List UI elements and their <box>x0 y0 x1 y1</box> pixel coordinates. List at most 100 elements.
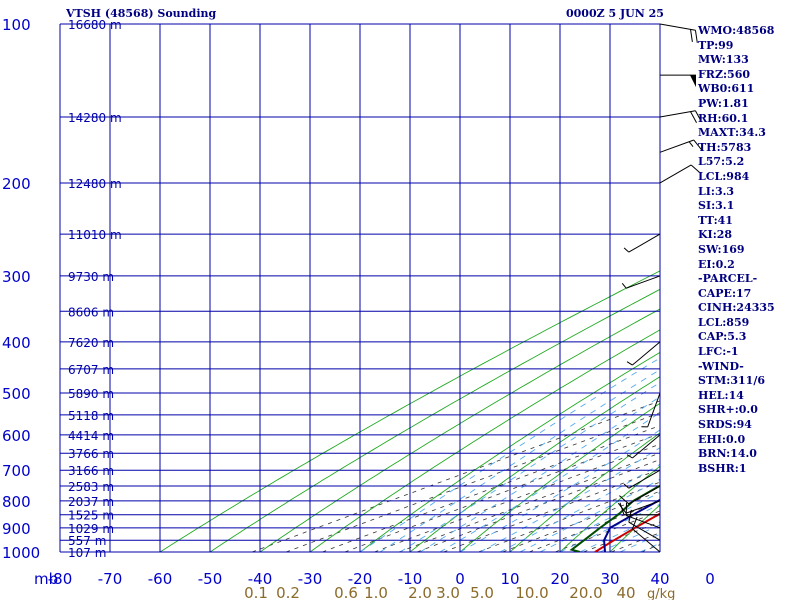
index-item: MW:133 <box>698 53 749 67</box>
index-item: MAXT:34.3 <box>698 126 766 140</box>
moist-adiabat <box>399 381 660 552</box>
index-item: KI:28 <box>698 228 733 242</box>
sounding-series <box>569 484 660 552</box>
wind-barb <box>623 233 661 253</box>
pressure-tick-label: 300 <box>2 268 31 286</box>
mixing-ratio-label: 0.6 <box>334 584 358 600</box>
height-label: 6707 m <box>68 363 114 377</box>
temperature-tick-label: -30 <box>298 570 323 588</box>
wind-barb <box>619 502 660 516</box>
index-item: -WIND- <box>698 359 744 373</box>
temperature-tick-label: 10 <box>500 570 519 588</box>
mixing-ratio-line <box>285 412 660 552</box>
mixing-ratio-line <box>344 433 660 552</box>
temperature-tick-label: -80 <box>48 570 73 588</box>
temperature-tick-label: 30 <box>600 570 619 588</box>
mixing-ratio-lines <box>251 400 660 552</box>
temperature-tick-label: 0 <box>455 570 465 588</box>
wind-barb <box>623 469 661 489</box>
chart-title: VTSH (48568) Sounding <box>66 7 217 20</box>
index-item: PW:1.81 <box>698 96 749 110</box>
wind-barb <box>625 502 661 529</box>
height-label: 3166 m <box>68 464 114 478</box>
index-item: LCL:859 <box>698 315 750 329</box>
temperature-tick-label: 0 <box>705 570 715 588</box>
pressure-tick-label: 400 <box>2 334 31 352</box>
wind-barbs <box>617 23 703 553</box>
index-item: TH:5783 <box>698 140 752 154</box>
height-label: 16680 m <box>68 18 122 32</box>
index-item: STM:311/6 <box>698 374 765 388</box>
stability-indices: WMO:48568 TP:99 MW:133 FRZ:560 WB0:611 PW:1.8… <box>698 24 775 476</box>
pressure-tick-label: 700 <box>2 462 31 480</box>
height-label: 2037 m <box>68 495 114 509</box>
temperature-tick-label: -10 <box>398 570 423 588</box>
mixing-ratio-line <box>322 425 660 552</box>
pressure-tick-label: 900 <box>2 520 31 538</box>
wind-barb <box>659 164 701 184</box>
index-item: WMO:48568 <box>698 24 775 37</box>
index-item: TT:41 <box>698 213 733 227</box>
height-label: 8606 m <box>68 305 114 319</box>
wind-barb <box>641 392 661 428</box>
mixing-ratio-label: 10.0 <box>515 584 548 600</box>
pressure-tick-label: 800 <box>2 493 31 511</box>
mixing-ratio-label: 0.2 <box>276 584 300 600</box>
height-label: 7620 m <box>68 336 114 350</box>
temperature-tick-label: 20 <box>550 570 569 588</box>
height-label: 12480 m <box>68 177 122 191</box>
chart-time: 0000Z 5 JUN 25 <box>566 7 664 20</box>
mixing-ratio-unit: g/kg <box>647 587 675 600</box>
index-item: EHI:0.0 <box>698 432 746 446</box>
wind-barb <box>660 74 696 88</box>
wind-barb <box>621 275 661 289</box>
index-item: RH:60.1 <box>698 111 749 125</box>
index-item: -PARCEL- <box>698 272 758 286</box>
height-label: 11010 m <box>68 228 122 242</box>
height-label: 5890 m <box>68 387 114 401</box>
moist-adiabat <box>459 429 660 552</box>
moist-adiabat <box>539 492 660 552</box>
temperature-tick-label: 40 <box>650 570 669 588</box>
moist-adiabat <box>519 478 660 552</box>
wind-barb <box>626 434 661 459</box>
index-item: L57:5.2 <box>698 155 745 169</box>
index-item: SRDS:94 <box>698 418 752 432</box>
sounding-line-2 <box>569 484 660 552</box>
index-item: LCL:984 <box>698 169 750 183</box>
index-item: CAP:5.3 <box>698 330 747 344</box>
height-label: 5118 m <box>68 409 114 423</box>
wind-barb <box>619 485 661 505</box>
wind-barb <box>659 139 703 153</box>
height-label: 1525 m <box>68 509 114 523</box>
wind-barb <box>626 341 661 366</box>
height-label: 4414 m <box>68 429 114 443</box>
grid <box>59 23 661 553</box>
wind-barb <box>659 110 702 123</box>
index-item: WB0:611 <box>698 82 755 96</box>
pressure-tick-label: 500 <box>2 385 31 403</box>
mixing-ratio-label: 3.0 <box>436 584 460 600</box>
mixing-ratio-label: 20.0 <box>569 584 602 600</box>
temperature-tick-label: -40 <box>248 570 273 588</box>
temperature-tick-label: -70 <box>98 570 123 588</box>
height-label: 9730 m <box>68 270 114 284</box>
height-label: 1029 m <box>68 522 114 536</box>
mixing-ratio-label: 1.0 <box>364 584 388 600</box>
pressure-tick-label: 600 <box>2 427 31 445</box>
index-item: LFC:-1 <box>698 345 739 359</box>
moist-adiabat <box>559 503 660 552</box>
pressure-tick-label: 200 <box>2 175 31 193</box>
index-item: CINH:24335 <box>698 301 775 315</box>
wind-barb <box>659 23 698 43</box>
height-label: 14280 m <box>68 111 122 125</box>
height-label: 557 m <box>68 534 106 548</box>
sounding-line-1 <box>603 498 660 552</box>
pressure-tick-label: 100 <box>2 16 31 34</box>
temperature-tick-label: -50 <box>198 570 223 588</box>
index-item: LI:3.3 <box>698 184 735 198</box>
index-item: SHR+:0.0 <box>698 403 758 417</box>
index-item: CAPE:17 <box>698 286 752 300</box>
